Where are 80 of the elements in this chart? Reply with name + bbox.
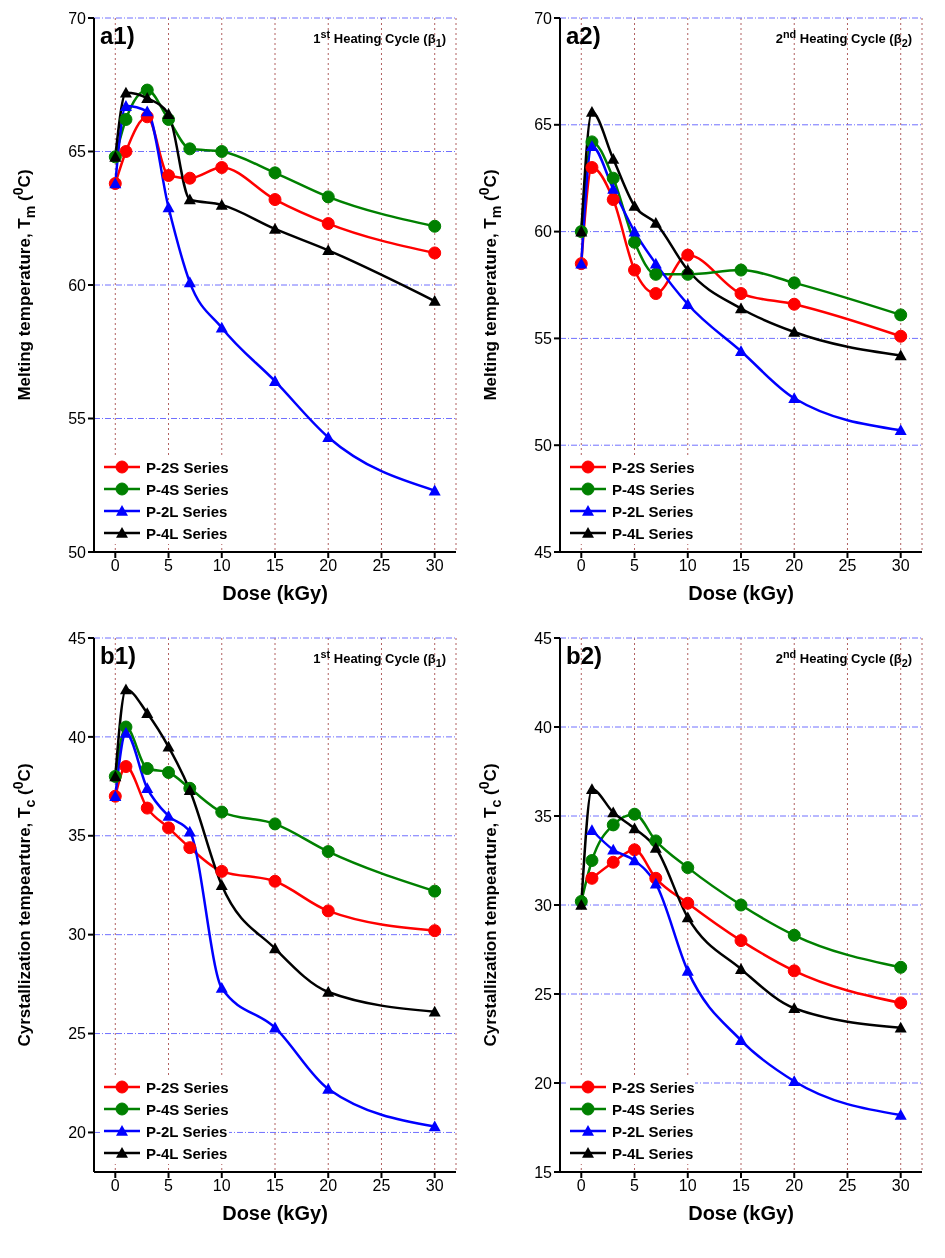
- y-tick-label: 45: [534, 629, 553, 647]
- chart-title: b2): [566, 642, 602, 670]
- y-tick-label: 65: [68, 143, 87, 161]
- y-tick-label: 30: [534, 896, 553, 914]
- x-tick-label: 15: [732, 557, 750, 575]
- legend-label: P-4S Series: [612, 1100, 695, 1118]
- x-tick-label: 5: [630, 1177, 640, 1195]
- legend-label: P-4L Series: [612, 1144, 694, 1162]
- x-tick-label: 30: [425, 557, 444, 575]
- y-tick-label: 35: [534, 807, 553, 825]
- x-tick-label: 30: [891, 1177, 910, 1195]
- chart-title: b1): [100, 642, 136, 670]
- y-tick-label: 35: [68, 827, 87, 845]
- legend-label: P-4S Series: [612, 480, 695, 498]
- x-tick-label: 10: [212, 1177, 231, 1195]
- text: 1$^{st}$ Heating Cycle (β$_{1}$): [313, 28, 446, 49]
- chart-title: a2): [566, 22, 601, 50]
- legend-label: P-2L Series: [146, 1122, 228, 1140]
- x-tick-label: 20: [785, 557, 804, 575]
- x-tick-label: 25: [838, 1177, 857, 1195]
- x-tick-label: 5: [164, 1177, 174, 1195]
- legend-label: P-4L Series: [146, 1144, 228, 1162]
- legend-label: P-2L Series: [612, 502, 694, 520]
- y-tick-label: 55: [68, 410, 87, 428]
- x-tick-label: 0: [576, 557, 586, 575]
- text: 1$^{st}$ Heating Cycle (β$_{1}$): [313, 648, 446, 669]
- x-tick-label: 0: [576, 1177, 586, 1195]
- x-tick-label: 10: [212, 557, 231, 575]
- y-tick-label: 60: [534, 223, 553, 241]
- text: 2$^{nd}$ Heating Cycle (β$_{2}$): [775, 648, 912, 669]
- x-tick-label: 25: [372, 1177, 391, 1195]
- y-tick-label: 30: [68, 926, 87, 944]
- x-tick-label: 25: [838, 557, 857, 575]
- chart-title: a1): [100, 22, 135, 50]
- x-tick-label: 15: [266, 557, 284, 575]
- x-axis-title: Dose (kGy): [687, 582, 795, 605]
- x-tick-label: 10: [678, 557, 697, 575]
- x-tick-label: 5: [630, 557, 640, 575]
- x-tick-label: 20: [319, 1177, 338, 1195]
- y-tick-label: 70: [68, 9, 87, 27]
- x-axis-title: Dose (kGy): [687, 1202, 795, 1225]
- x-tick-label: 30: [891, 557, 910, 575]
- legend-label: P-4L Series: [146, 524, 228, 542]
- legend-label: P-2S Series: [612, 458, 695, 476]
- legend-label: P-2S Series: [612, 1078, 695, 1096]
- y-tick-label: 45: [534, 543, 553, 561]
- y-tick-label: 70: [534, 9, 553, 27]
- x-tick-label: 25: [372, 557, 391, 575]
- x-axis-title: Dose (kGy): [221, 582, 329, 605]
- legend-label: P-4L Series: [612, 524, 694, 542]
- x-tick-label: 20: [319, 557, 338, 575]
- x-tick-label: 0: [110, 1177, 120, 1195]
- y-tick-label: 65: [534, 116, 553, 134]
- legend-label: P-2S Series: [146, 458, 229, 476]
- legend-label: P-4S Series: [146, 1100, 229, 1118]
- text: 2$^{nd}$ Heating Cycle (β$_{2}$): [775, 28, 912, 49]
- x-axis-title: Dose (kGy): [221, 1202, 329, 1225]
- x-tick-label: 10: [678, 1177, 697, 1195]
- legend-label: P-4S Series: [146, 480, 229, 498]
- y-tick-label: 40: [68, 728, 87, 746]
- y-tick-label: 40: [534, 718, 553, 736]
- y-tick-label: 50: [534, 436, 553, 454]
- y-tick-label: 45: [68, 629, 87, 647]
- y-tick-label: 15: [534, 1163, 553, 1181]
- x-tick-label: 5: [164, 557, 174, 575]
- y-tick-label: 55: [534, 330, 553, 348]
- x-tick-label: 0: [110, 557, 120, 575]
- y-tick-label: 50: [68, 543, 87, 561]
- legend-label: P-2S Series: [146, 1078, 229, 1096]
- y-tick-label: 25: [68, 1025, 87, 1043]
- x-tick-label: 20: [785, 1177, 804, 1195]
- x-tick-label: 15: [266, 1177, 284, 1195]
- x-tick-label: 15: [732, 1177, 750, 1195]
- y-tick-label: 20: [534, 1074, 553, 1092]
- x-tick-label: 30: [425, 1177, 444, 1195]
- y-tick-label: 20: [68, 1124, 87, 1142]
- legend-label: P-2L Series: [612, 1122, 694, 1140]
- y-tick-label: 25: [534, 985, 553, 1003]
- y-tick-label: 60: [68, 276, 87, 294]
- legend-label: P-2L Series: [146, 502, 228, 520]
